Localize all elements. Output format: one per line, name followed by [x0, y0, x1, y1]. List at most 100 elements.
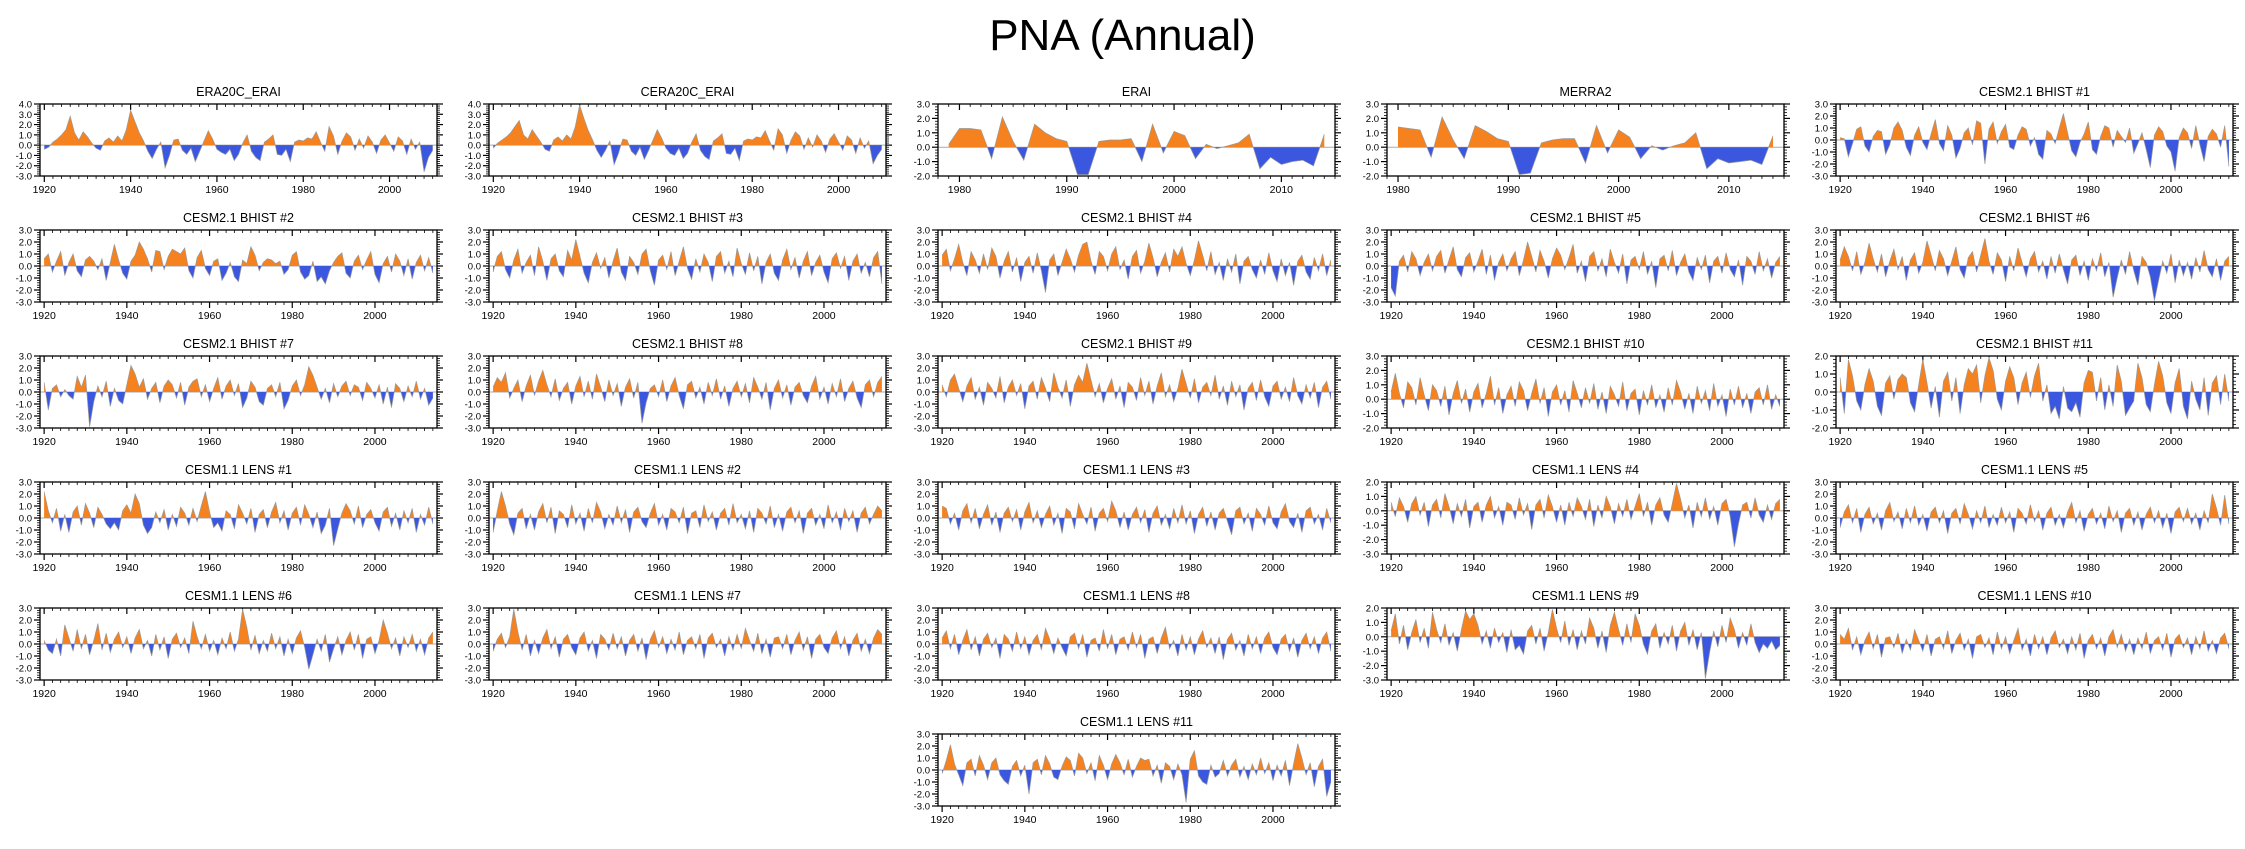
y-tick-label: 2.0 [917, 490, 930, 501]
y-tick-label: 2.0 [1366, 366, 1379, 377]
positive-anomaly-area [942, 501, 1331, 518]
x-tick-label: 2000 [2159, 184, 2183, 196]
y-tick-label: 0.0 [1366, 395, 1379, 406]
x-tick-label: 1960 [198, 688, 222, 700]
x-tick-label: 1920 [32, 562, 56, 574]
x-tick-label: 1980 [1179, 688, 1203, 700]
x-tick-label: 1920 [32, 688, 56, 700]
y-tick-label: 0.0 [917, 766, 930, 777]
y-tick-label: 0.0 [1815, 514, 1828, 525]
y-tick-label: -2.0 [914, 412, 930, 423]
subplot-title: CESM2.1 BHIST #9 [1081, 337, 1192, 351]
x-tick-label: 1980 [292, 184, 316, 196]
x-tick-label: 2000 [363, 688, 387, 700]
negative-anomaly-area [493, 145, 882, 165]
x-tick-label: 1960 [1994, 310, 2018, 322]
y-tick-label: 2.0 [468, 616, 481, 627]
y-tick-label: 0.0 [19, 388, 32, 399]
x-tick-label: 1980 [2077, 184, 2101, 196]
x-tick-label: 1920 [33, 184, 57, 196]
y-tick-label: 0.0 [468, 388, 481, 399]
x-tick-label: 2000 [1710, 688, 1734, 700]
y-tick-label: 0.0 [1366, 632, 1379, 643]
y-tick-label: 1.0 [917, 502, 930, 513]
y-tick-label: -2.0 [1812, 538, 1828, 549]
y-tick-label: -3.0 [16, 298, 32, 309]
y-tick-label: 2.0 [19, 364, 32, 375]
x-tick-label: 1940 [1462, 436, 1486, 448]
y-tick-label: 1.0 [468, 628, 481, 639]
x-tick-label: 1940 [115, 562, 139, 574]
subplot-title: ERA20C_ERAI [196, 85, 281, 99]
positive-anomaly-area [1391, 242, 1780, 266]
y-tick-label: 1.0 [19, 376, 32, 387]
x-tick-label: 1940 [119, 184, 143, 196]
x-tick-label: 1920 [1828, 688, 1852, 700]
y-tick-label: 1.0 [1366, 492, 1379, 503]
x-tick-label: 1940 [1911, 688, 1935, 700]
x-tick-label: 1920 [1828, 436, 1852, 448]
y-tick-label: -3.0 [1812, 172, 1828, 183]
y-tick-label: 2.0 [917, 616, 930, 627]
x-tick-label: 1940 [1911, 184, 1935, 196]
y-tick-label: 1.0 [19, 502, 32, 513]
positive-anomaly-area [493, 609, 882, 644]
subplot-cesm2-1-bhist-8: CESM2.1 BHIST #8 1920 1940 1960 1980 2000 -3.0… [449, 324, 898, 450]
y-tick-label: 2.0 [468, 364, 481, 375]
y-tick-label: 0.0 [917, 388, 930, 399]
y-tick-label: -3.0 [465, 172, 481, 183]
x-tick-label: 1960 [1096, 814, 1120, 826]
negative-anomaly-area [1398, 147, 1773, 175]
y-tick-label: -2.0 [465, 412, 481, 423]
x-tick-label: 1920 [481, 562, 505, 574]
y-tick-label: -3.0 [465, 550, 481, 561]
x-tick-label: 1960 [1994, 184, 2018, 196]
x-tick-label: 1980 [2077, 562, 2101, 574]
x-tick-label: 1990 [1055, 184, 1079, 196]
y-tick-label: 3.0 [19, 226, 32, 237]
x-tick-label: 1960 [1994, 436, 2018, 448]
y-tick-label: 3.0 [1815, 478, 1828, 489]
x-tick-label: 1920 [32, 436, 56, 448]
y-tick-label: 0.0 [1815, 136, 1828, 147]
y-tick-label: -3.0 [1812, 550, 1828, 561]
x-tick-label: 2000 [2159, 688, 2183, 700]
positive-anomaly-area [1391, 373, 1780, 400]
y-tick-label: 2.0 [19, 120, 32, 131]
x-tick-label: 1940 [1013, 688, 1037, 700]
subplot-cesm1-1-lens-3: CESM1.1 LENS #3 1920 1940 1960 1980 2000 -3.0-… [898, 450, 1347, 576]
y-tick-label: 3.0 [1815, 604, 1828, 615]
y-tick-label: 2.0 [917, 364, 930, 375]
x-tick-label: 1960 [647, 310, 671, 322]
subplot-title: CESM1.1 LENS #3 [1083, 463, 1190, 477]
x-tick-label: 1980 [1628, 310, 1652, 322]
subplot-title: CESM2.1 BHIST #3 [632, 211, 743, 225]
subplot-title: CERA20C_ERAI [641, 85, 735, 99]
y-tick-label: 0.0 [19, 640, 32, 651]
x-tick-label: 1980 [730, 562, 754, 574]
x-tick-label: 1920 [930, 310, 954, 322]
x-tick-label: 1920 [930, 814, 954, 826]
subplot-title: ERAI [1122, 85, 1151, 99]
x-tick-label: 1980 [1179, 562, 1203, 574]
y-tick-label: -1.0 [1812, 526, 1828, 537]
positive-anomaly-area [493, 370, 882, 392]
y-tick-label: 2.0 [917, 114, 930, 125]
x-tick-label: 1960 [647, 436, 671, 448]
x-tick-label: 1980 [281, 562, 305, 574]
x-tick-label: 1960 [1096, 310, 1120, 322]
x-tick-label: 2000 [2159, 310, 2183, 322]
negative-anomaly-area [942, 392, 1331, 410]
x-tick-label: 2010 [1717, 184, 1741, 196]
y-tick-label: 0.0 [468, 514, 481, 525]
y-tick-label: -2.0 [465, 286, 481, 297]
y-tick-label: 0.0 [19, 514, 32, 525]
subplot-cesm2-1-bhist-11: CESM2.1 BHIST #11 1920 1940 1960 1980 2000 -2.… [1796, 324, 2245, 450]
y-tick-label: 3.0 [1366, 352, 1379, 363]
y-tick-label: -2.0 [914, 790, 930, 801]
negative-anomaly-area [44, 145, 433, 172]
y-tick-label: 2.0 [1815, 490, 1828, 501]
x-tick-label: 1980 [2077, 436, 2101, 448]
y-tick-label: -2.0 [1363, 535, 1379, 546]
x-tick-label: 2000 [378, 184, 402, 196]
